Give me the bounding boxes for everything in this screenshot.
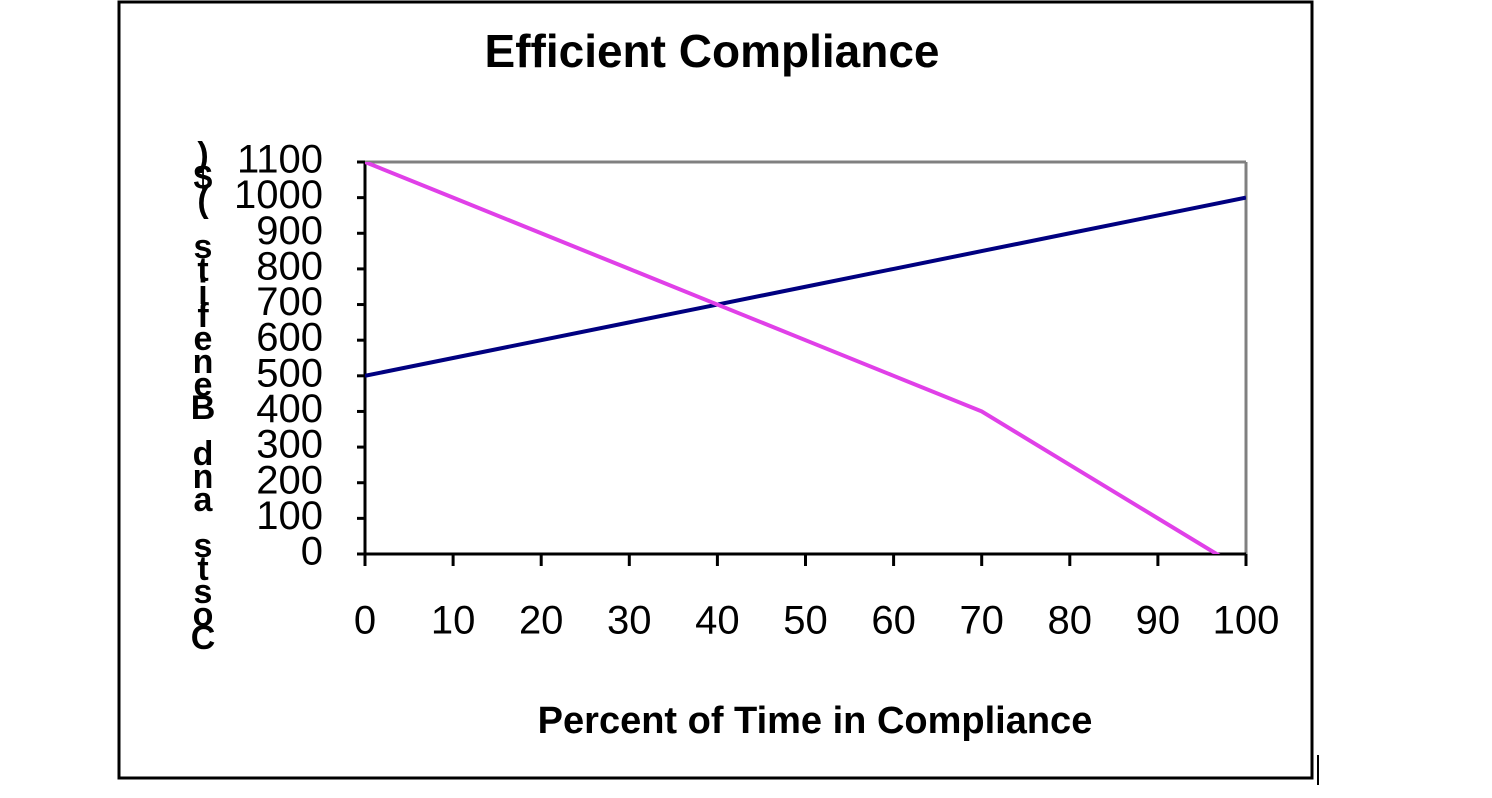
chart-title: Efficient Compliance — [485, 25, 940, 77]
y-tick-label: 700 — [256, 280, 323, 324]
x-tick-label: 30 — [607, 599, 652, 643]
y-tick-label: 800 — [256, 244, 323, 288]
y-tick-label: 100 — [256, 494, 323, 538]
plot-area — [365, 162, 1246, 554]
data-line — [365, 162, 1221, 554]
y-tick-label: 600 — [256, 316, 323, 360]
x-axis-label: Percent of Time in Compliance — [538, 700, 1093, 742]
data-line — [365, 195, 1246, 378]
x-tick-label: 90 — [1136, 599, 1181, 643]
x-tick-label: 0 — [354, 599, 376, 643]
y-axis-label: Costs and Benefits ($) — [191, 136, 216, 657]
y-tick-label: 500 — [256, 351, 323, 395]
x-tick-label: 80 — [1048, 599, 1093, 643]
x-tick-label: 20 — [519, 599, 564, 643]
y-tick-label: 0 — [301, 530, 323, 574]
x-tick-label: 100 — [1213, 599, 1280, 643]
y-tick-label: 1100 — [237, 138, 323, 182]
y-tick-label: 400 — [256, 387, 323, 431]
y-tick-label: 200 — [256, 458, 323, 502]
x-tick-label: 60 — [871, 599, 916, 643]
x-tick-label: 50 — [783, 599, 828, 643]
y-tick-label: 900 — [256, 209, 323, 253]
x-tick-label: 10 — [431, 599, 476, 643]
x-tick-label: 70 — [959, 599, 1004, 643]
chart-frame — [117, 0, 1314, 780]
x-tick-label: 40 — [695, 599, 740, 643]
y-tick-label: 300 — [256, 423, 323, 467]
y-tick-label: 1000 — [234, 173, 323, 217]
